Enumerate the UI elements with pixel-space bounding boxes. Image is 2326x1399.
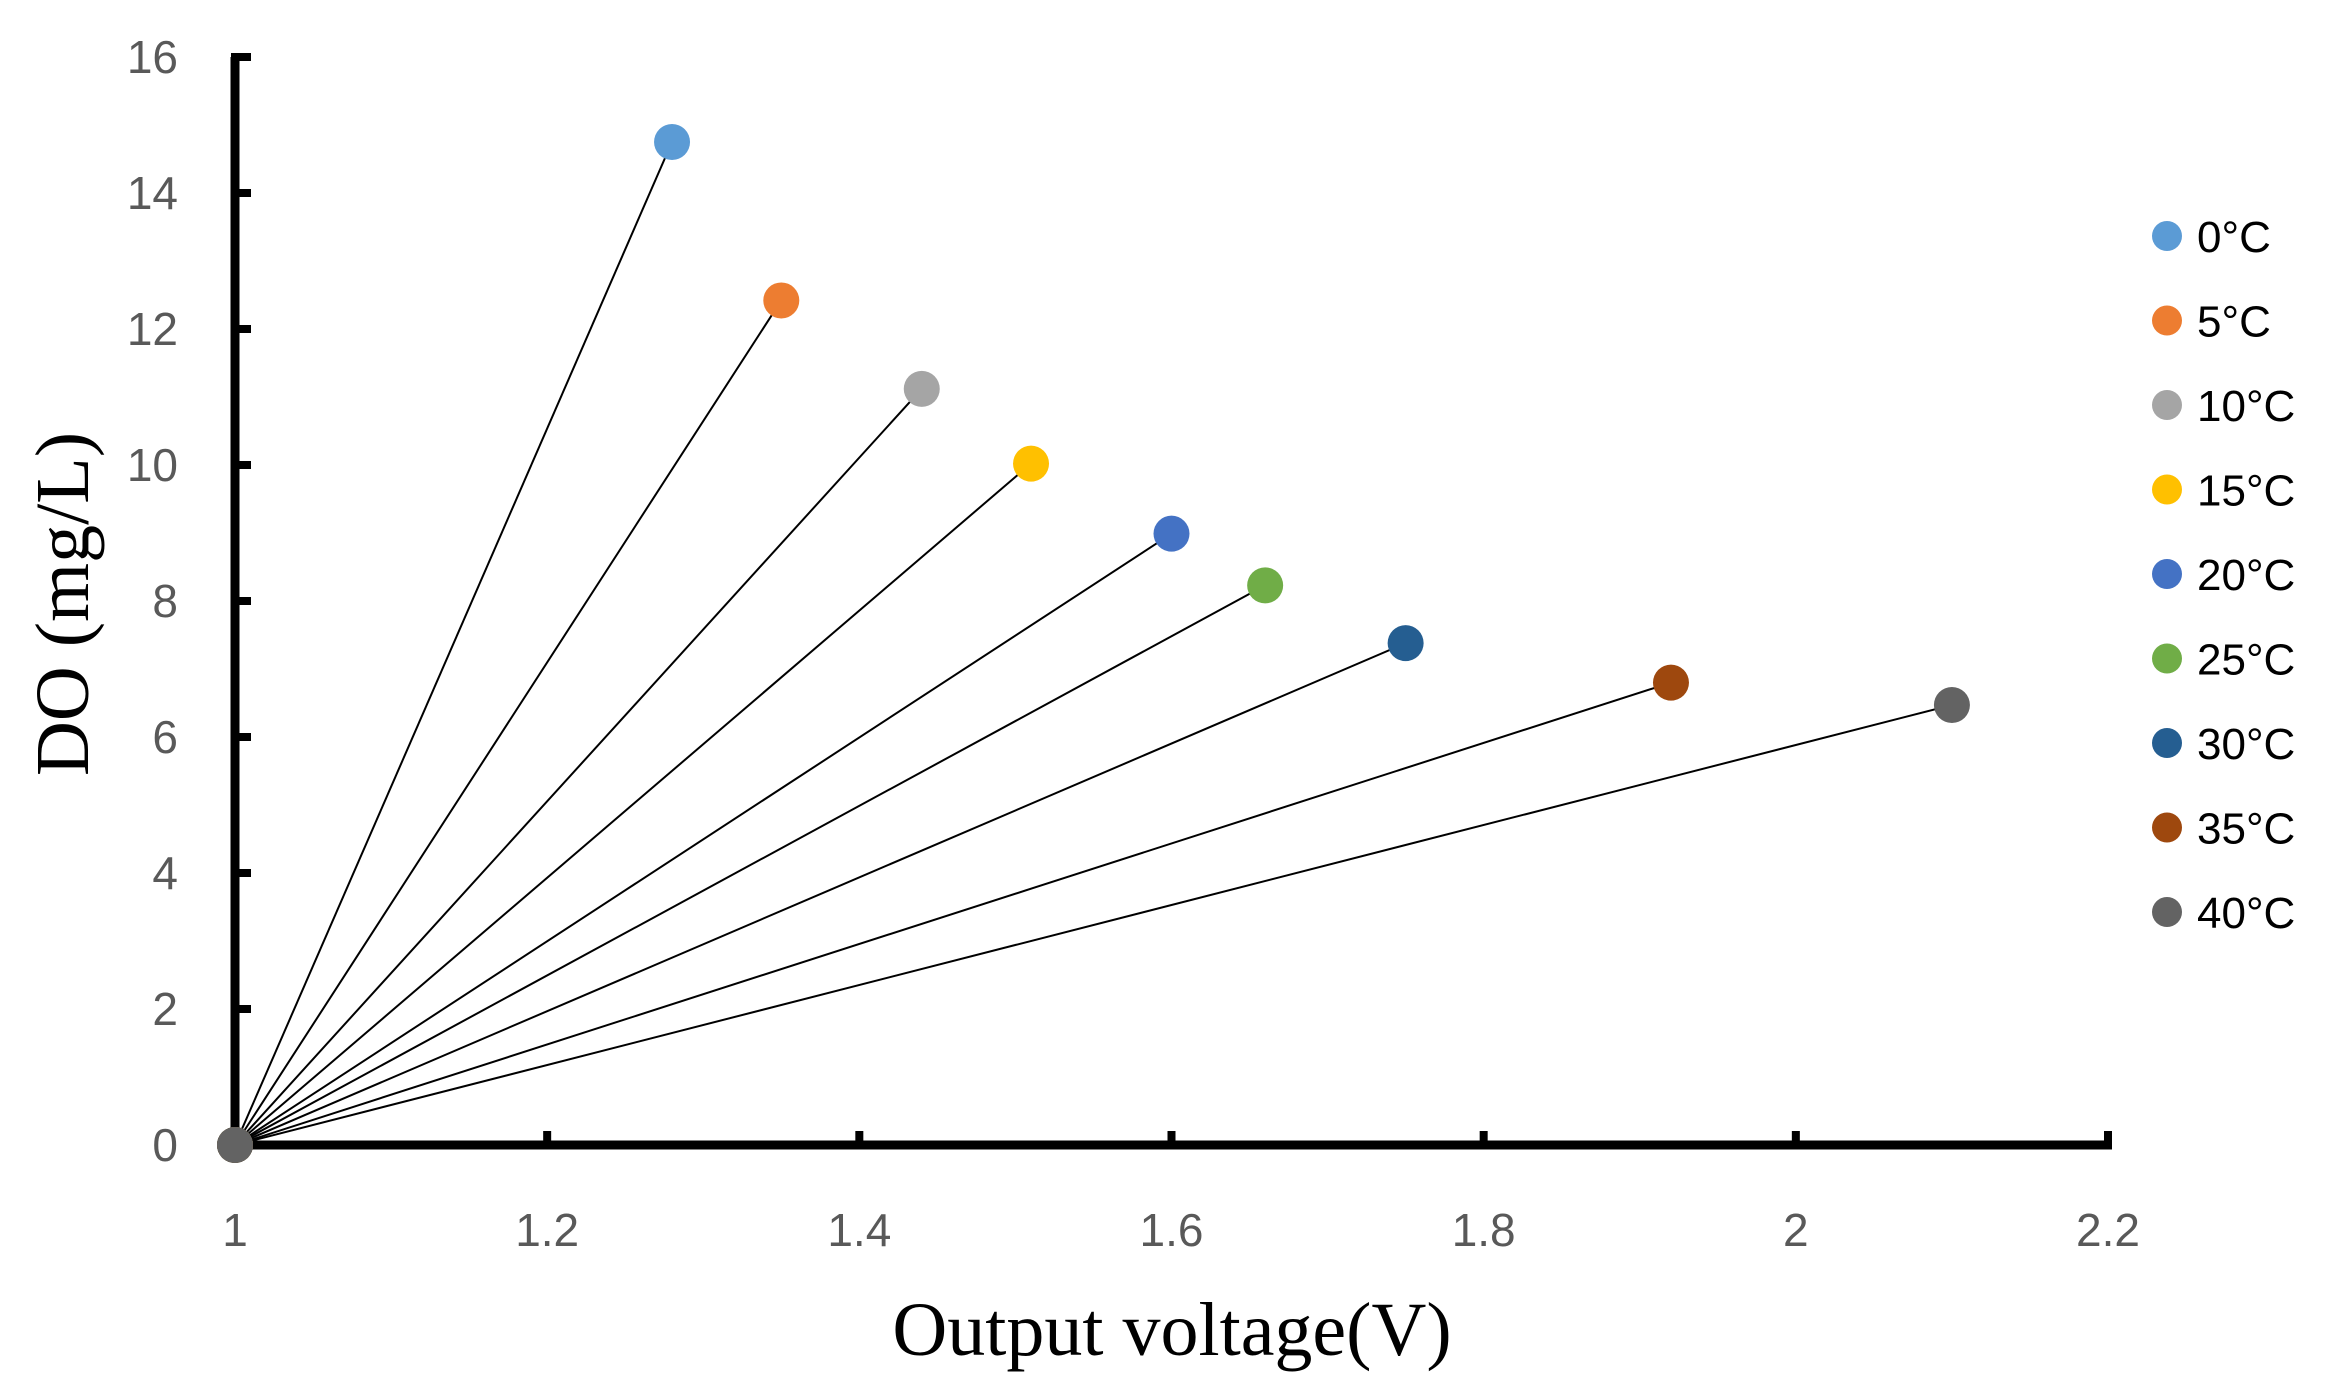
data-point [1652,664,1689,701]
data-point [1933,687,1970,724]
x-tick-label: 1.8 [1452,1204,1516,1256]
x-tick-label: 1.6 [1140,1204,1204,1256]
data-point [1387,625,1424,662]
legend-marker [2152,559,2182,589]
y-tick-label: 10 [127,439,178,491]
legend-marker [2152,305,2182,336]
y-tick-label: 8 [152,575,178,627]
y-tick-label: 16 [127,31,178,83]
x-tick-label: 1.4 [827,1204,891,1256]
y-tick-label: 4 [152,847,178,899]
legend-label: 15°C [2197,467,2295,516]
legend-marker [2152,390,2182,420]
legend-label: 40°C [2197,889,2295,938]
legend-marker [2152,897,2182,927]
x-tick-label: 1.2 [515,1204,579,1256]
legend-marker [2152,643,2182,674]
data-point [1153,515,1190,552]
data-points [217,124,1970,1163]
data-point [903,370,940,407]
x-tick-label: 1 [222,1204,248,1256]
y-tick-label: 12 [127,303,178,355]
series-line [234,141,673,1146]
series-lines [234,141,1953,1146]
legend-label: 5°C [2197,298,2271,347]
legend-label: 35°C [2197,805,2295,854]
x-tick-label: 2 [1783,1204,1809,1256]
legend: 0°C 5°C 10°C 15°C 20°C 25°C 30°C 35°C 40°C [2152,213,2295,938]
series-line [234,299,783,1146]
y-axis-title: DO (mg/L) [21,432,105,776]
series-line [234,642,1406,1146]
series-line [234,462,1032,1146]
series-line [234,704,1953,1146]
legend-marker [2152,728,2182,758]
axes [230,57,2112,1150]
series-line [234,584,1266,1146]
legend-label: 20°C [2197,551,2295,600]
y-tick-label: 6 [152,711,178,763]
series-line [234,681,1672,1146]
legend-marker [2152,812,2182,843]
legend-marker [2152,474,2182,505]
y-tick-label: 14 [127,167,178,219]
series-line [234,388,923,1146]
y-tick-label: 2 [152,983,178,1035]
data-point [217,1127,253,1163]
legend-label: 10°C [2197,382,2295,431]
y-tick-label: 0 [152,1119,178,1171]
series-line [234,532,1173,1146]
ticks: 1 1.2 1.4 1.6 1.8 2 2.2 0 2 4 6 8 10 12 14 16 [127,31,2140,1256]
data-point [1013,445,1050,482]
legend-label: 30°C [2197,720,2295,769]
data-point [763,282,800,319]
legend-label: 25°C [2197,636,2295,685]
legend-label: 0°C [2197,213,2271,262]
data-point [654,124,691,160]
x-tick-label: 2.2 [2076,1204,2140,1256]
x-axis-title: Output voltage(V) [892,1288,1451,1372]
legend-marker [2152,221,2182,251]
data-point [1247,567,1284,604]
